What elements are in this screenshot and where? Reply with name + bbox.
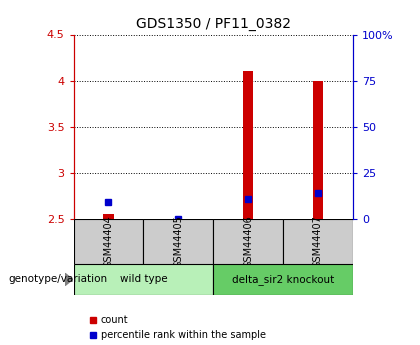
Polygon shape [65, 273, 73, 286]
Text: genotype/variation: genotype/variation [8, 275, 108, 284]
Bar [283, 219, 353, 264]
Bar [74, 219, 143, 264]
Bar [103, 214, 114, 219]
Bar [143, 219, 213, 264]
Bar [74, 264, 213, 295]
Title: GDS1350 / PF11_0382: GDS1350 / PF11_0382 [136, 17, 291, 31]
Bar [213, 219, 283, 264]
Bar [243, 71, 253, 219]
Text: GSM44404: GSM44404 [103, 215, 113, 268]
Bar [312, 81, 323, 219]
Legend: count, percentile rank within the sample: count, percentile rank within the sample [89, 315, 265, 340]
Bar [213, 264, 353, 295]
Text: GSM44407: GSM44407 [313, 215, 323, 268]
Text: GSM44406: GSM44406 [243, 215, 253, 268]
Text: wild type: wild type [120, 275, 167, 284]
Text: GSM44405: GSM44405 [173, 215, 183, 268]
Text: delta_sir2 knockout: delta_sir2 knockout [232, 274, 334, 285]
